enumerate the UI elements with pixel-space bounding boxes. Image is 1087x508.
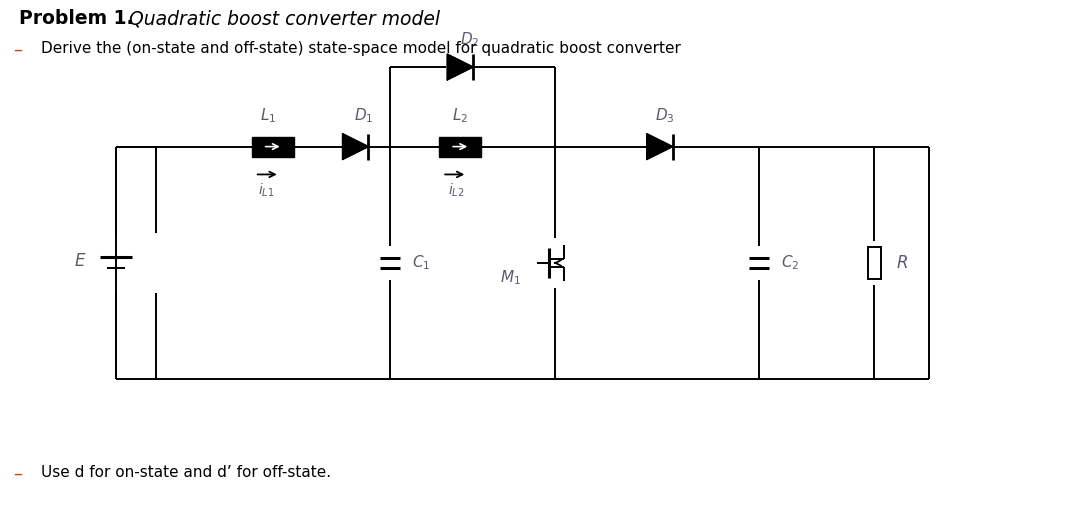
Polygon shape (342, 134, 368, 160)
Text: $D_3$: $D_3$ (654, 106, 675, 124)
Bar (867, 246, 880, 279)
Text: $i_{L2}$: $i_{L2}$ (448, 181, 465, 199)
Text: –: – (13, 41, 23, 59)
Text: $L_1$: $L_1$ (260, 106, 276, 124)
Text: Use d for on-state and d’ for off-state.: Use d for on-state and d’ for off-state. (41, 465, 332, 480)
Text: Quadratic boost converter model: Quadratic boost converter model (123, 9, 440, 28)
Bar (439, 137, 482, 156)
Text: Derive the (on-state and off-state) state-space model for quadratic boost conver: Derive the (on-state and off-state) stat… (41, 41, 682, 56)
Text: $i_{L1}$: $i_{L1}$ (258, 181, 274, 199)
Text: $E$: $E$ (74, 252, 86, 270)
Text: $C_2$: $C_2$ (782, 253, 800, 272)
Text: –: – (13, 465, 23, 483)
Text: $R$: $R$ (896, 254, 908, 272)
Text: $D_2$: $D_2$ (461, 30, 479, 49)
Text: $C_1$: $C_1$ (412, 253, 430, 272)
Bar (252, 137, 293, 156)
Polygon shape (447, 54, 473, 80)
Text: Problem 1.: Problem 1. (20, 9, 134, 28)
Polygon shape (647, 134, 673, 160)
Text: $L_2$: $L_2$ (452, 106, 468, 124)
Text: $D_1$: $D_1$ (353, 106, 373, 124)
Text: $M_1$: $M_1$ (500, 269, 521, 287)
